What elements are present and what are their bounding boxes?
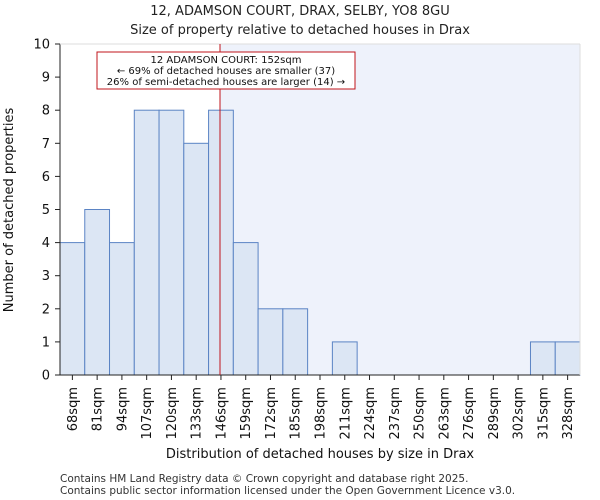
x-tick-label: 237sqm bbox=[388, 387, 403, 440]
x-axis-label: Distribution of detached houses by size … bbox=[166, 447, 475, 462]
annotation-line-2: ← 69% of detached houses are smaller (37… bbox=[117, 66, 335, 77]
y-tick-label: 7 bbox=[42, 137, 50, 152]
bar-94sqm bbox=[109, 242, 135, 376]
y-tick-label: 10 bbox=[33, 38, 50, 53]
y-tick-label: 1 bbox=[42, 335, 50, 350]
bar-159sqm bbox=[232, 242, 259, 376]
footer-line-1: Contains HM Land Registry data © Crown c… bbox=[60, 473, 468, 485]
x-tick-label: 94sqm bbox=[115, 387, 130, 431]
bar-315sqm bbox=[529, 341, 556, 376]
bar-68sqm bbox=[59, 242, 86, 376]
x-tick-label: 250sqm bbox=[413, 387, 428, 440]
annotation-box: 12 ADAMSON COURT: 152sqm ← 69% of detach… bbox=[96, 51, 356, 90]
x-tick-label: 68sqm bbox=[66, 387, 81, 431]
x-tick-label: 289sqm bbox=[487, 387, 502, 440]
x-tick-label: 263sqm bbox=[437, 387, 452, 440]
y-axis-label: Number of detached properties bbox=[2, 108, 17, 313]
bar-81sqm bbox=[84, 209, 111, 376]
bar-172sqm bbox=[257, 308, 284, 376]
x-tick-label: 159sqm bbox=[239, 387, 254, 440]
x-tick-label: 315sqm bbox=[536, 387, 551, 440]
x-tick-label: 302sqm bbox=[512, 387, 527, 440]
x-tick-label: 198sqm bbox=[314, 387, 329, 440]
y-tick-label: 3 bbox=[42, 269, 50, 284]
y-tick-label: 2 bbox=[42, 302, 50, 317]
x-tick-label: 328sqm bbox=[561, 387, 576, 440]
chart-subtitle: Size of property relative to detached ho… bbox=[130, 23, 470, 38]
bar-185sqm bbox=[282, 308, 309, 376]
x-tick-label: 107sqm bbox=[140, 387, 155, 440]
y-tick-label: 4 bbox=[42, 236, 50, 251]
x-tick-label: 133sqm bbox=[190, 387, 205, 440]
x-tick-label: 276sqm bbox=[462, 387, 477, 440]
bar-120sqm bbox=[158, 109, 185, 376]
x-tick-label: 211sqm bbox=[338, 387, 353, 440]
y-tick-label: 0 bbox=[42, 369, 50, 384]
x-tick-label: 224sqm bbox=[363, 387, 378, 440]
y-tick-label: 8 bbox=[42, 104, 50, 119]
bar-133sqm bbox=[183, 142, 210, 376]
annotation-box-frame bbox=[96, 51, 356, 90]
bar-328sqm bbox=[554, 341, 581, 376]
bar-146sqm bbox=[208, 109, 234, 376]
annotation-line-3: 26% of semi-detached houses are larger (… bbox=[107, 77, 345, 88]
x-tick-label: 172sqm bbox=[264, 387, 279, 440]
footer-line-2: Contains public sector information licen… bbox=[60, 485, 515, 497]
x-tick-label: 81sqm bbox=[91, 387, 106, 431]
x-tick-label: 185sqm bbox=[289, 387, 304, 440]
bar-107sqm bbox=[133, 109, 160, 376]
bar-211sqm bbox=[331, 341, 358, 376]
y-tick-label: 5 bbox=[42, 203, 50, 218]
annotation-line-1: 12 ADAMSON COURT: 152sqm bbox=[151, 55, 302, 66]
y-tick-label: 6 bbox=[42, 170, 50, 185]
x-tick-label: 120sqm bbox=[165, 387, 180, 440]
x-tick-label: 146sqm bbox=[214, 387, 229, 440]
chart-title: 12, ADAMSON COURT, DRAX, SELBY, YO8 8GU bbox=[150, 4, 449, 19]
y-tick-label: 9 bbox=[42, 71, 50, 86]
